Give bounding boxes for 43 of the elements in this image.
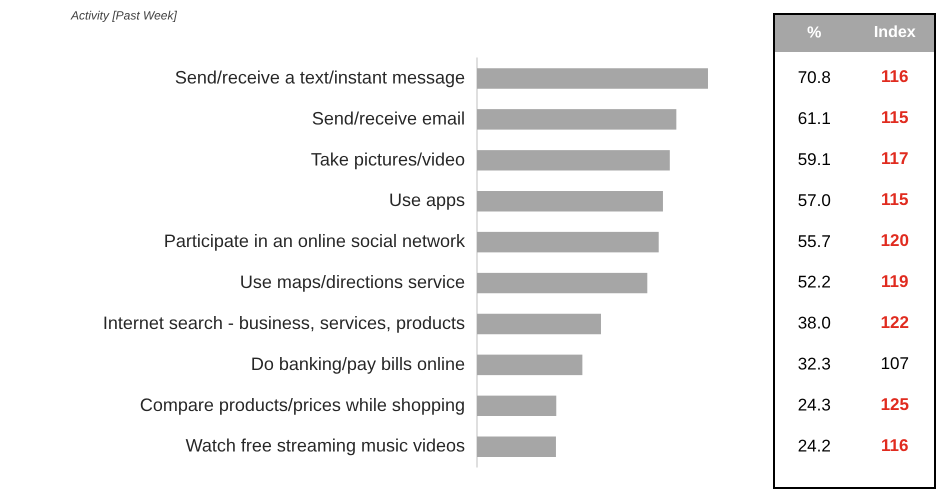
data-label: 119 — [880, 272, 910, 294]
bar — [477, 436, 556, 457]
bar — [477, 272, 648, 294]
data-label: 107 — [880, 354, 910, 375]
y-tick-label: Internet search - business, services, products — [102, 312, 465, 333]
y-tick-label: Participate in an online social network — [164, 231, 466, 252]
data-label: 115 — [880, 108, 910, 130]
bar — [477, 354, 582, 376]
data-label: 24.2 — [798, 436, 831, 456]
text: % — [807, 24, 822, 42]
bar — [477, 314, 601, 334]
bar — [477, 150, 670, 171]
y-tick-label: Use maps/directions service — [240, 272, 465, 292]
data-label: 70.8 — [798, 68, 831, 88]
bar — [477, 68, 708, 89]
data-label: 52.2 — [798, 272, 831, 292]
data-label: 125 — [880, 394, 910, 416]
y-tick-label: Watch free streaming music videos — [186, 436, 465, 456]
y-tick-label: Send/receive email — [312, 108, 465, 128]
data-label: 24.3 — [798, 396, 831, 415]
data-label: 57.0 — [798, 190, 831, 210]
data-label: 55.7 — [798, 232, 831, 251]
data-label: 115 — [880, 190, 910, 212]
y-tick-label: Use apps — [388, 190, 465, 210]
bar — [477, 190, 663, 212]
y-tick-label: Take pictures/video — [310, 149, 465, 170]
data-label: 116 — [880, 436, 910, 457]
bar — [477, 109, 676, 130]
bar — [477, 232, 659, 252]
data-label: 38.0 — [798, 314, 831, 333]
text: Activity [Past Week] — [70, 8, 178, 22]
data-label: 59.1 — [798, 150, 831, 169]
bar — [477, 396, 556, 416]
text: Index — [872, 23, 917, 43]
data-label: 117 — [880, 149, 910, 170]
data-label: 116 — [880, 67, 910, 88]
data-label: 61.1 — [798, 109, 831, 128]
data-label: 32.3 — [798, 354, 831, 374]
y-tick-label: Send/receive a text/instant message — [174, 67, 465, 88]
data-label: 122 — [880, 312, 910, 334]
y-tick-label: Do banking/pay bills online — [250, 354, 465, 374]
data-label: 120 — [880, 231, 910, 252]
y-tick-label: Compare products/prices while shopping — [140, 394, 465, 415]
